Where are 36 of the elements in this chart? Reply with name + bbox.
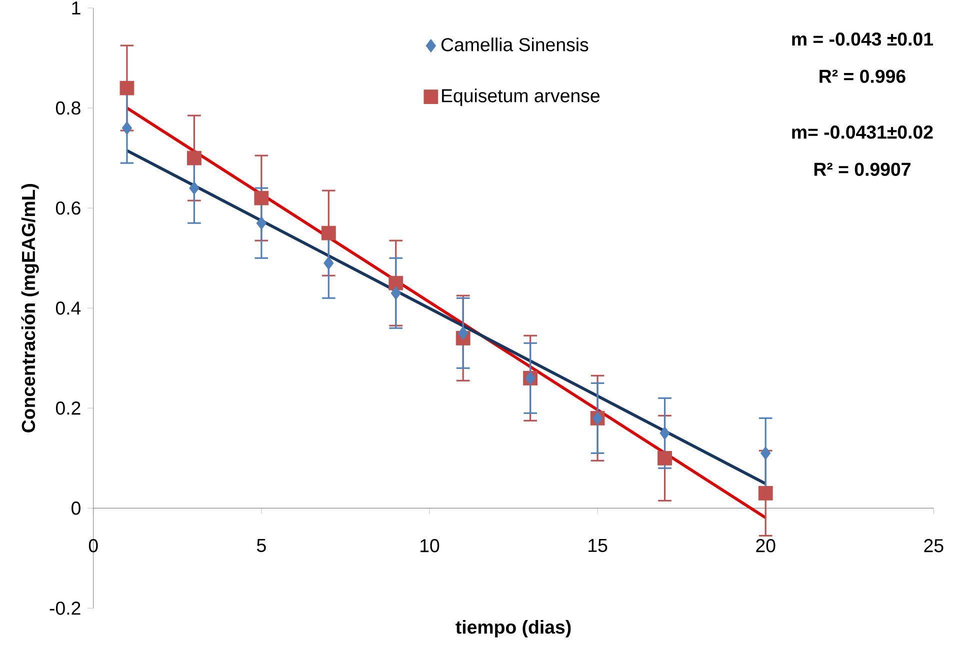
point — [189, 182, 200, 195]
point — [321, 226, 336, 241]
point — [758, 486, 773, 501]
y-tick-label: 0 — [72, 502, 80, 516]
y-tick-label: 0.4 — [56, 302, 81, 315]
x-tick-label: 0 — [88, 539, 98, 552]
annotation: m= -0.0431±0.02 — [792, 126, 933, 139]
point — [120, 81, 134, 96]
point — [254, 191, 269, 206]
y-tick-label: 0.8 — [56, 102, 80, 115]
point — [760, 446, 771, 460]
annotation: R² = 0.996 — [820, 70, 906, 84]
point — [658, 451, 672, 466]
y-axis-title: Concentración (mgEAG/mL) — [21, 184, 39, 433]
y-tick-label: 1 — [72, 2, 80, 15]
point — [324, 256, 334, 270]
point — [122, 122, 132, 135]
annotation: R² = 0.9907 — [814, 162, 910, 176]
y-tick-label: -0.2 — [50, 602, 80, 616]
legend-label: Camellia Sinensis — [441, 38, 588, 52]
legend-label: Equisetum arvense — [442, 88, 600, 106]
point — [458, 326, 468, 340]
y-tick-label: 0.2 — [56, 402, 80, 415]
x-tick-label: 5 — [256, 539, 266, 552]
point — [388, 276, 404, 291]
point — [256, 216, 266, 230]
point — [660, 426, 670, 440]
point — [390, 286, 401, 300]
annotation: m = -0.043 ±0.01 — [792, 32, 933, 46]
y-tick-label: 0.6 — [56, 202, 80, 215]
point — [186, 151, 202, 166]
x-axis-title: tiempo (dias) — [456, 620, 571, 638]
x-tick-label: 10 — [420, 539, 440, 552]
x-tick-label: 25 — [924, 539, 944, 552]
x-tick-label: 20 — [756, 539, 776, 552]
x-tick-label: 15 — [588, 539, 608, 552]
